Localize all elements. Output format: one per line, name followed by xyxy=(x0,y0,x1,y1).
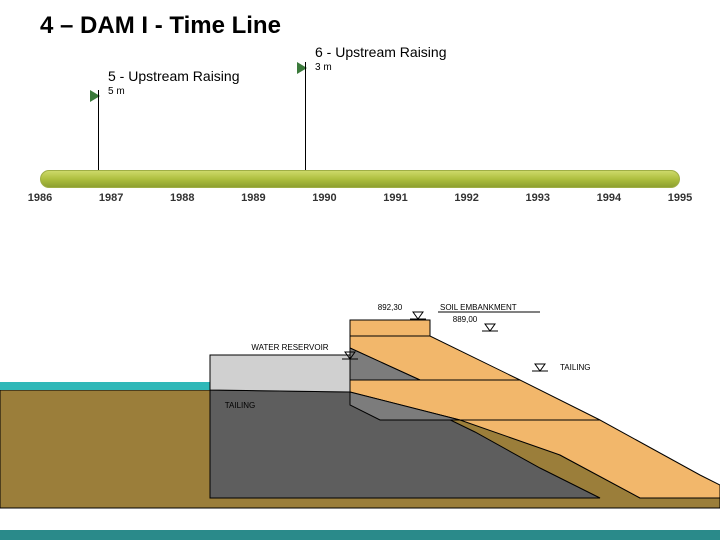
footer-bar xyxy=(0,530,720,540)
slide: 4 – DAM I - Time Line 5 - Upstream Raisi… xyxy=(0,0,720,540)
callout-line xyxy=(305,62,306,170)
callout-c6: 6 - Upstream Raising 3 m xyxy=(315,44,447,73)
year-label: 1990 xyxy=(312,192,336,204)
diagram-label-soil: SOIL EMBANKMENT xyxy=(440,303,517,312)
timeline-years: 1986198719881989199019911992199319941995 xyxy=(40,190,680,210)
callout-sub: 5 m xyxy=(108,86,240,97)
cross-section-diagram: 892,30 SOIL EMBANKMENT 889,00 WATER RESERVO… xyxy=(0,260,720,510)
diagram-label-water: WATER RESERVOIR xyxy=(251,343,328,352)
diagram-label-tailing_l: TAILING xyxy=(225,401,256,410)
level-mark-icon xyxy=(535,364,545,371)
level-mark-icon xyxy=(485,324,495,331)
year-label: 1995 xyxy=(668,192,692,204)
diagram-label-tailing_r: TAILING xyxy=(560,363,591,372)
year-label: 1991 xyxy=(383,192,407,204)
diagram-svg: 892,30 SOIL EMBANKMENT 889,00 WATER RESERVO… xyxy=(0,260,720,510)
callout-label: 5 - Upstream Raising xyxy=(108,68,240,84)
diagram-label-elev1: 892,30 xyxy=(378,303,403,312)
year-label: 1993 xyxy=(526,192,550,204)
callout-c5: 5 - Upstream Raising 5 m xyxy=(108,68,240,97)
year-label: 1986 xyxy=(28,192,52,204)
year-label: 1992 xyxy=(454,192,478,204)
callout-sub: 3 m xyxy=(315,62,447,73)
shape-soil_top xyxy=(350,320,430,336)
shape-tailing_left_band xyxy=(0,382,210,390)
year-label: 1987 xyxy=(99,192,123,204)
timeline: 1986198719881989199019911992199319941995 xyxy=(40,170,680,210)
level-mark-icon xyxy=(413,312,423,319)
year-label: 1989 xyxy=(241,192,265,204)
callout-label: 6 - Upstream Raising xyxy=(315,44,447,60)
shape-water_surface xyxy=(210,355,350,392)
timeline-bar xyxy=(40,170,680,188)
year-label: 1994 xyxy=(597,192,621,204)
year-label: 1988 xyxy=(170,192,194,204)
diagram-label-elev2: 889,00 xyxy=(453,315,478,324)
callout-line xyxy=(98,90,99,170)
